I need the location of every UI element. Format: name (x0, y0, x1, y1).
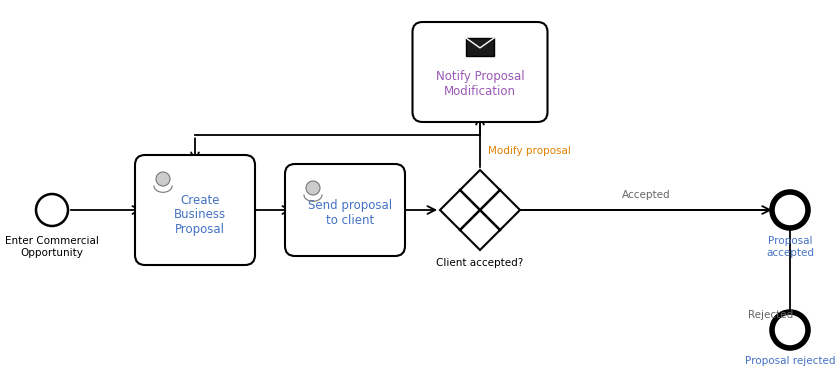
Text: Client accepted?: Client accepted? (436, 258, 523, 268)
Circle shape (156, 172, 170, 186)
Text: Create
Business
Proposal: Create Business Proposal (174, 194, 226, 237)
Circle shape (772, 312, 808, 348)
Text: Accepted: Accepted (622, 190, 670, 200)
Circle shape (306, 181, 320, 195)
Text: Send proposal
to client: Send proposal to client (308, 199, 392, 227)
Circle shape (36, 194, 68, 226)
Text: Notify Proposal
Modification: Notify Proposal Modification (436, 70, 524, 98)
FancyBboxPatch shape (135, 155, 255, 265)
Bar (466, 38, 494, 56)
Polygon shape (440, 170, 520, 250)
FancyBboxPatch shape (285, 164, 405, 256)
Text: Modify proposal: Modify proposal (488, 146, 571, 156)
Text: Proposal
accepted: Proposal accepted (766, 236, 814, 258)
Text: Proposal rejected: Proposal rejected (745, 356, 835, 366)
FancyBboxPatch shape (412, 22, 548, 122)
Text: Enter Commercial
Opportunity: Enter Commercial Opportunity (5, 236, 99, 258)
Circle shape (772, 192, 808, 228)
Text: Rejected: Rejected (748, 310, 794, 320)
